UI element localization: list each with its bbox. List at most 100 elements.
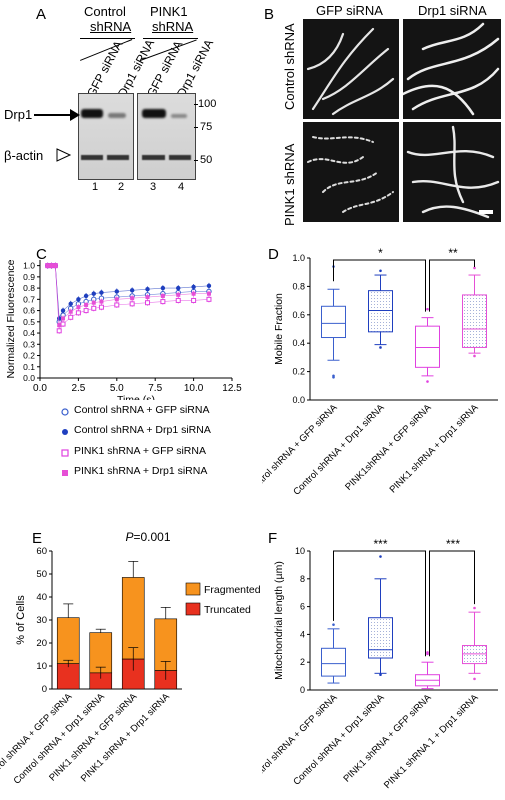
marker-75: 75 bbox=[200, 121, 213, 133]
data-point bbox=[175, 297, 181, 303]
data-point bbox=[176, 285, 181, 291]
category-label: PINK1shRNA + GFP siRNA bbox=[343, 402, 434, 493]
y-axis-label: Normalized Fluorescence bbox=[5, 259, 17, 378]
box bbox=[321, 305, 346, 339]
significance-marker: *** bbox=[373, 537, 387, 551]
legend-label-control-gfp: Control shRNA + GFP siRNA bbox=[74, 404, 210, 416]
data-point bbox=[60, 308, 66, 313]
data-point bbox=[145, 287, 150, 292]
data-point bbox=[60, 321, 66, 327]
outlier-point bbox=[379, 269, 382, 273]
data-point bbox=[68, 314, 74, 320]
data-point bbox=[56, 328, 62, 334]
data-point bbox=[145, 300, 151, 306]
data-point bbox=[206, 283, 212, 289]
data-point bbox=[114, 302, 120, 308]
box bbox=[462, 645, 487, 665]
data-point bbox=[99, 299, 104, 304]
y-tick-label: 10 bbox=[36, 661, 47, 672]
lane-number-2: 2 bbox=[118, 181, 125, 193]
data-point bbox=[191, 297, 197, 303]
data-point bbox=[160, 285, 166, 291]
data-point bbox=[83, 308, 89, 314]
y-tick-label: 0.8 bbox=[292, 281, 305, 291]
category-label: PINK1 shRNA + GFP siRNA bbox=[341, 692, 434, 785]
x-tick-label: 5.0 bbox=[110, 383, 124, 394]
y-axis-label: Mitochondrial length (µm) bbox=[273, 561, 285, 680]
outlier-point bbox=[426, 307, 429, 311]
data-point bbox=[129, 301, 135, 307]
y-tick-label: 0 bbox=[42, 684, 47, 695]
significance-marker: ** bbox=[448, 246, 458, 260]
panel-a-label: A bbox=[36, 6, 47, 23]
legend-marker-filled-square-icon bbox=[62, 470, 68, 476]
mobile-fraction-boxplot: 0.0 0.2 0.4 0.6 0.8 1.0 Mobile Fraction Control… bbox=[262, 246, 498, 498]
panel-b-label: B bbox=[264, 6, 275, 23]
data-point bbox=[84, 302, 89, 307]
group2-underline bbox=[143, 38, 198, 39]
significance-marker: * bbox=[378, 246, 383, 260]
y-tick-label: 0.4 bbox=[23, 328, 35, 338]
category-label: Control shRNA + Drp1 siRNA bbox=[291, 402, 387, 498]
y-tick-label: 10 bbox=[295, 546, 305, 556]
group1-label-line2: shRNA bbox=[90, 19, 132, 34]
micrograph-column-drp1: Drp1 siRNA bbox=[418, 3, 487, 18]
data-point bbox=[191, 284, 196, 290]
micrograph-control-gfp bbox=[302, 18, 400, 120]
y-tick-label: 30 bbox=[36, 615, 47, 626]
y-tick-label: 0.4 bbox=[292, 338, 305, 348]
bar-truncated bbox=[56, 663, 80, 690]
data-point bbox=[145, 295, 150, 300]
data-point bbox=[99, 290, 104, 295]
legend-swatch-fragmented bbox=[185, 582, 201, 596]
chart-title: P=0.001 bbox=[125, 530, 170, 544]
y-axis-label: Mobile Fraction bbox=[273, 293, 285, 365]
outlier-point bbox=[332, 374, 335, 378]
panel-e-label: E bbox=[32, 530, 43, 547]
panel-c-label: C bbox=[36, 246, 47, 263]
y-tick-label: 0.0 bbox=[292, 395, 305, 405]
legend-label-fragmented: Fragmented bbox=[204, 584, 261, 596]
data-point bbox=[129, 288, 135, 293]
data-point bbox=[91, 305, 97, 311]
drp1-arrow-icon bbox=[34, 109, 80, 121]
y-tick-label: 0.1 bbox=[23, 362, 35, 372]
category-label: Control shRNA + Drp1 siRNA bbox=[291, 692, 387, 788]
legend-marker-open-circle-icon bbox=[61, 408, 69, 416]
lane-number-1: 1 bbox=[92, 181, 99, 193]
scale-bar bbox=[479, 210, 493, 214]
western-blot-left bbox=[78, 93, 134, 180]
lane-number-4: 4 bbox=[178, 181, 185, 193]
y-tick-label: 2 bbox=[300, 657, 305, 667]
group2-label-line2: shRNA bbox=[152, 19, 194, 34]
box bbox=[462, 294, 487, 348]
box bbox=[368, 290, 393, 333]
bar-fragmented bbox=[56, 617, 80, 664]
category-label: PINK1 shRNA 1 + Drp1 siRNA bbox=[382, 692, 481, 791]
data-point bbox=[57, 316, 62, 321]
legend-label-pink1-gfp: PINK1 shRNA + GFP siRNA bbox=[74, 445, 206, 457]
y-tick-label: 0.9 bbox=[23, 272, 35, 282]
significance-bracket bbox=[333, 259, 426, 312]
y-tick-label: 20 bbox=[36, 638, 47, 649]
box bbox=[368, 617, 393, 659]
western-blot-right bbox=[137, 93, 196, 180]
y-tick-label: 8 bbox=[300, 574, 305, 584]
outlier-point bbox=[473, 354, 476, 358]
data-point bbox=[68, 301, 73, 307]
y-tick-label: 0 bbox=[300, 685, 305, 695]
box bbox=[321, 647, 346, 677]
data-point bbox=[68, 309, 73, 314]
significance-bracket bbox=[333, 550, 426, 657]
panel-f-label: F bbox=[268, 530, 278, 547]
frap-legend: Control shRNA + GFP siRNA Control shRNA … bbox=[60, 404, 260, 496]
data-point bbox=[206, 291, 211, 296]
outlier-point bbox=[379, 346, 382, 349]
outlier-point bbox=[473, 266, 476, 270]
legend-swatch-truncated bbox=[185, 602, 201, 616]
panel-d-label: D bbox=[268, 246, 279, 263]
outlier-point bbox=[379, 555, 382, 558]
marker-100: 100 bbox=[198, 98, 217, 110]
data-point bbox=[91, 291, 96, 296]
data-point bbox=[57, 323, 62, 328]
